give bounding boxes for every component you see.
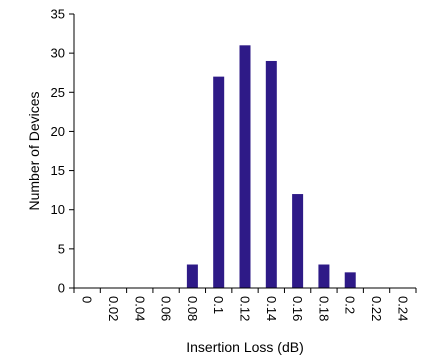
x-tick-label: 0.04	[132, 296, 147, 321]
bar-0.2	[345, 272, 356, 288]
x-tick-label: 0.1	[211, 296, 226, 314]
y-tick-label: 35	[51, 7, 65, 22]
x-tick-label: 0	[80, 296, 95, 303]
y-tick-label: 15	[51, 163, 65, 178]
y-tick-label: 30	[51, 46, 65, 61]
bar-0.18	[318, 265, 329, 288]
y-tick-label: 25	[51, 85, 65, 100]
x-tick-label: 0.2	[343, 296, 358, 314]
y-tick-label: 0	[58, 281, 65, 296]
x-tick-label: 0.24	[395, 296, 410, 321]
x-tick-label: 0.22	[369, 296, 384, 321]
x-tick-label: 0.12	[238, 296, 253, 321]
y-tick-label: 5	[58, 241, 65, 256]
y-tick-label: 10	[51, 202, 65, 217]
bar-0.08	[187, 265, 198, 288]
x-tick-label: 0.16	[290, 296, 305, 321]
x-tick-label: 0.18	[316, 296, 331, 321]
x-tick-label: 0.06	[159, 296, 174, 321]
bars-group	[187, 45, 356, 288]
bar-0.1	[213, 77, 224, 288]
bar-0.12	[240, 45, 251, 288]
bar-0.16	[292, 194, 303, 288]
x-axis-label: Insertion Loss (dB)	[186, 339, 304, 355]
y-tick-label: 20	[51, 124, 65, 139]
y-axis-label: Number of Devices	[26, 91, 42, 210]
x-tick-label: 0.14	[264, 296, 279, 321]
x-tick-label: 0.02	[106, 296, 121, 321]
y-axis-ticks: 0 5 10 15 20 25 30 35	[51, 7, 74, 296]
x-axis-ticks: 0 0.02 0.04 0.06 0.08 0.1 0.12 0.14 0.16 0.18 0.2 0…	[74, 288, 416, 321]
x-tick-label: 0.08	[185, 296, 200, 321]
bar-0.14	[266, 61, 277, 288]
